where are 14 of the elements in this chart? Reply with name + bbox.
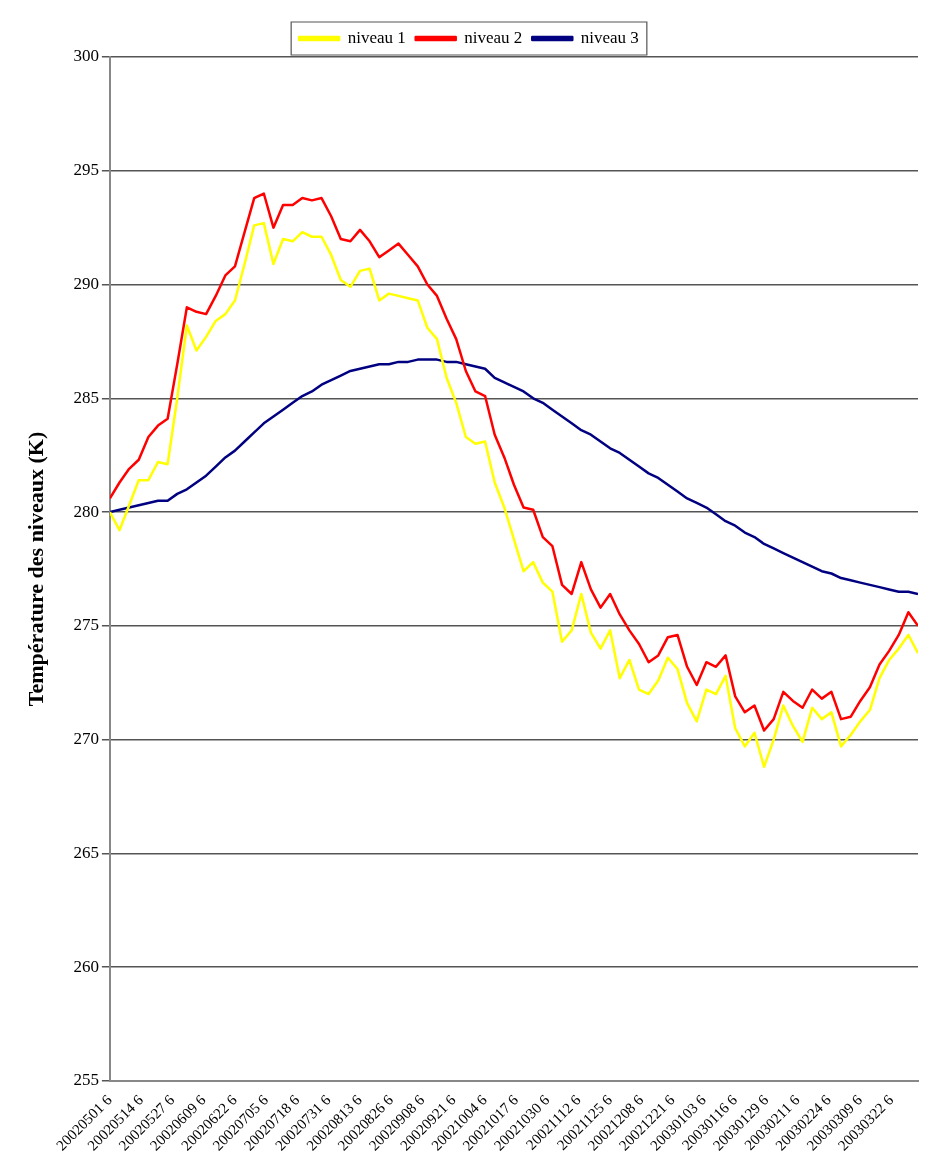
y-tick-label: 275 [73, 615, 99, 635]
y-tick-label: 255 [73, 1070, 99, 1090]
y-tick-label: 285 [73, 387, 99, 407]
y-axis-title: Température des niveaux (K) [22, 431, 48, 707]
y-tick-label: 295 [73, 160, 99, 180]
y-tick-label: 270 [73, 729, 99, 749]
y-tick-label: 290 [73, 274, 99, 293]
y-tick-label: 260 [73, 956, 99, 976]
y-tick-label: 280 [73, 501, 99, 521]
legend-label: niveau 2 [464, 27, 523, 47]
legend-label: niveau 1 [347, 27, 406, 47]
y-tick-label: 265 [73, 842, 99, 862]
legend-label: niveau 3 [580, 27, 639, 47]
y-tick-label: 300 [73, 46, 99, 66]
